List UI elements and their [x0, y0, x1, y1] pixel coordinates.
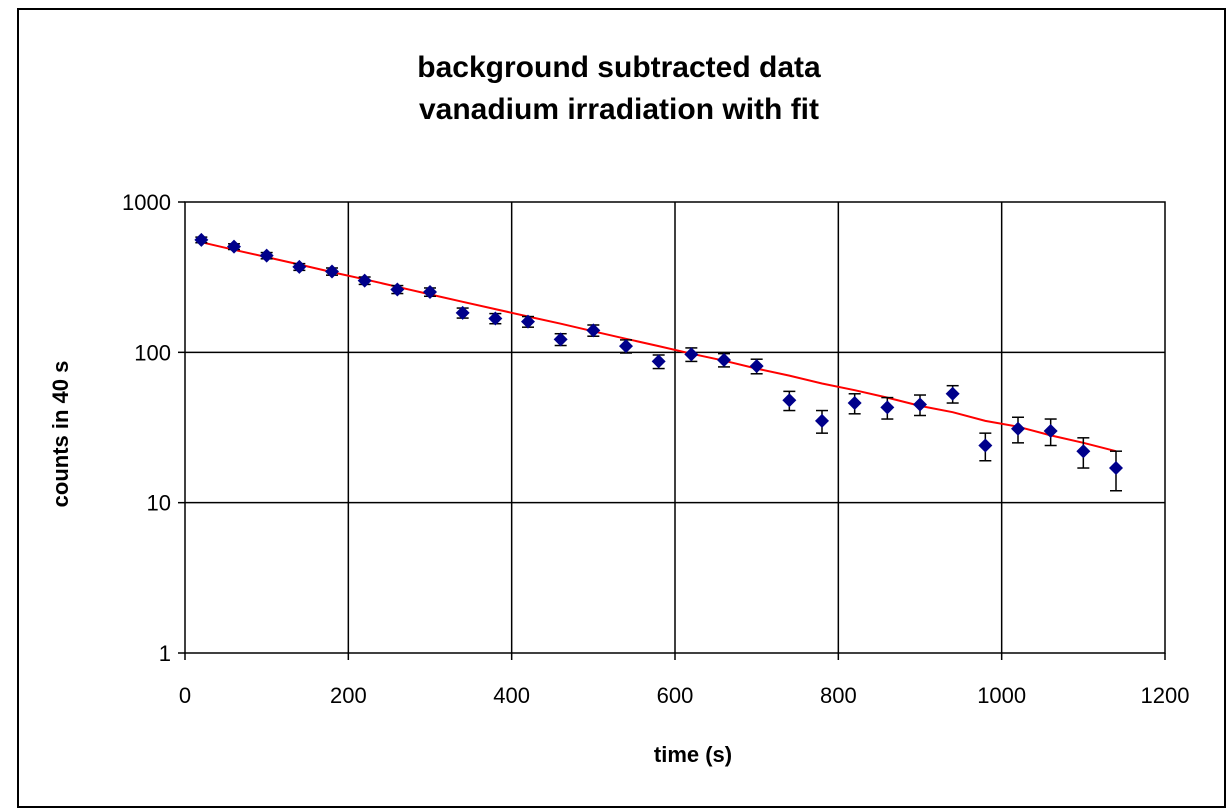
- diamond-marker: [945, 386, 960, 401]
- y-tick-label: 10: [147, 491, 171, 516]
- data-point: [1011, 416, 1025, 444]
- chart-frame: background subtracted data vanadium irra…: [17, 8, 1226, 808]
- x-tick-label: 1200: [1141, 683, 1190, 708]
- fit-series: [201, 241, 1117, 453]
- data-point: [390, 282, 405, 297]
- diamond-marker: [619, 339, 633, 354]
- y-axis-title: counts in 40 s: [48, 361, 73, 508]
- diamond-marker: [586, 323, 601, 338]
- data-point: [521, 314, 535, 329]
- diamond-marker: [390, 282, 405, 297]
- diamond-marker: [880, 400, 895, 415]
- diamond-marker: [815, 413, 829, 428]
- data-point: [782, 390, 797, 412]
- data-point: [619, 339, 633, 354]
- data-point: [749, 358, 764, 375]
- chart-title-line-2: vanadium irradiation with fit: [419, 93, 819, 126]
- diamond-marker: [847, 396, 862, 411]
- data-point: [357, 273, 372, 288]
- data-point: [847, 393, 862, 415]
- data-point: [455, 305, 470, 320]
- diamond-marker: [488, 311, 503, 326]
- grid: [178, 201, 1166, 660]
- diamond-marker: [782, 393, 797, 408]
- diamond-marker: [259, 248, 274, 263]
- data-point: [945, 384, 960, 404]
- x-tick-label: 400: [493, 683, 530, 708]
- diamond-marker: [292, 259, 307, 274]
- data-point: [292, 259, 307, 274]
- data-point: [194, 232, 209, 247]
- x-axis-title: time (s): [654, 742, 732, 767]
- data-point: [325, 264, 339, 279]
- data-point: [423, 284, 437, 299]
- data-series: [194, 232, 1123, 492]
- y-tick-label: 100: [134, 340, 171, 365]
- plot-area-border: [184, 201, 1166, 654]
- data-point: [1076, 437, 1091, 469]
- data-point: [913, 394, 927, 417]
- diamond-marker: [194, 232, 209, 247]
- diamond-marker: [978, 438, 993, 453]
- data-point: [488, 311, 503, 326]
- data-point: [586, 323, 601, 338]
- data-point: [1043, 418, 1058, 447]
- diamond-marker: [749, 359, 764, 374]
- data-point: [815, 409, 829, 434]
- x-tick-label: 0: [179, 683, 191, 708]
- diamond-marker: [455, 305, 470, 320]
- diamond-marker: [357, 273, 372, 288]
- data-point: [553, 332, 568, 347]
- chart-svg: background subtracted data vanadium irra…: [48, 51, 1189, 767]
- tick-labels: 0 200 400 600 800 1000 1200 1 10 100 1000: [122, 190, 1189, 708]
- chart-title-line-1: background subtracted data: [417, 51, 821, 84]
- diamond-marker: [553, 332, 568, 347]
- x-tick-label: 200: [330, 683, 367, 708]
- data-point: [978, 432, 993, 462]
- data-point: [717, 352, 731, 368]
- diamond-marker: [913, 397, 927, 412]
- diamond-marker: [227, 239, 241, 254]
- x-tick-label: 1000: [977, 683, 1026, 708]
- diamond-marker: [717, 352, 731, 367]
- data-point: [259, 248, 274, 263]
- fit-line: [201, 241, 1117, 453]
- data-point: [651, 354, 666, 370]
- diamond-marker: [325, 264, 339, 279]
- y-tick-label: 1000: [122, 190, 171, 215]
- x-tick-label: 800: [820, 683, 857, 708]
- data-point: [880, 396, 895, 420]
- diamond-marker: [651, 354, 666, 369]
- data-point: [1109, 450, 1123, 492]
- diamond-marker: [521, 314, 535, 329]
- data-point: [227, 239, 241, 254]
- x-tick-label: 600: [657, 683, 694, 708]
- diamond-marker: [1076, 444, 1091, 459]
- y-tick-label: 1: [159, 641, 171, 666]
- diamond-marker: [684, 347, 699, 362]
- diamond-marker: [423, 284, 437, 299]
- data-point: [684, 347, 699, 363]
- diamond-marker: [1011, 421, 1025, 436]
- diamond-marker: [1043, 423, 1058, 438]
- diamond-marker: [1109, 461, 1123, 476]
